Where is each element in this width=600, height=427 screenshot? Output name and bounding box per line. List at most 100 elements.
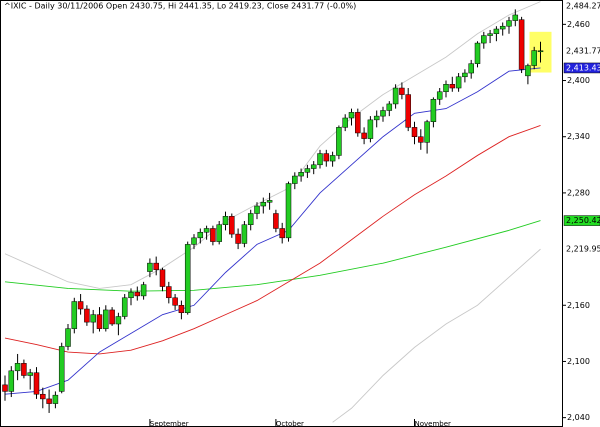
candle-body	[147, 262, 153, 272]
candle-body	[235, 233, 241, 244]
candle-body	[247, 213, 254, 225]
candle-body	[33, 372, 40, 395]
x-tick-label: November	[415, 420, 452, 427]
candle-body	[222, 216, 229, 225]
candle-body	[203, 228, 210, 233]
candle-body	[424, 121, 430, 143]
candle-body	[310, 164, 317, 169]
candle-body	[367, 119, 374, 139]
candle-body	[436, 91, 443, 100]
candle-body	[46, 398, 52, 404]
candle-body	[525, 65, 531, 77]
candle-body	[481, 35, 487, 44]
indicator-line	[4, 125, 541, 355]
candle-body	[323, 153, 330, 162]
candle-body	[443, 84, 449, 93]
indicator-line	[4, 220, 541, 292]
candle-body	[380, 110, 386, 117]
chart-title: ^IXIC - Daily 30/11/2006 Open 2430.75, H…	[4, 2, 356, 11]
indicator-line	[4, 67, 541, 395]
y-tick-label: 2,280	[567, 188, 590, 197]
candle-body	[8, 370, 15, 392]
candle-body	[115, 316, 122, 325]
candle-body	[468, 63, 474, 74]
candle-body	[279, 228, 285, 239]
x-tick-label: September	[150, 420, 189, 427]
candle-body	[96, 314, 103, 329]
candle-body	[178, 305, 185, 314]
candle-body	[84, 308, 90, 323]
candle-body	[474, 42, 481, 64]
candle-body	[292, 175, 298, 184]
candle-body	[40, 393, 46, 400]
candle-body	[159, 269, 166, 287]
candle-body	[512, 14, 519, 21]
end-label: 2,431.77	[566, 46, 600, 55]
candle-body	[285, 183, 292, 239]
end-label-box	[564, 244, 600, 255]
candle-body	[266, 200, 273, 203]
end-label: 2,250.42	[566, 216, 600, 225]
candle-body	[191, 237, 197, 245]
candle-body	[241, 224, 248, 244]
candle-body	[65, 328, 71, 347]
candle-body	[537, 50, 544, 53]
candle-body	[361, 132, 367, 139]
x-tick-label: October	[276, 420, 304, 427]
candle-body	[355, 112, 361, 134]
candle-body	[329, 155, 336, 162]
candle-body	[2, 384, 8, 392]
candle-body	[216, 224, 222, 242]
candle-body	[386, 103, 393, 111]
candle-body	[184, 244, 191, 314]
candle-body	[166, 286, 172, 299]
candle-body	[140, 284, 147, 297]
candle-body	[499, 25, 506, 30]
candle-body	[58, 346, 65, 392]
candle-body	[172, 297, 178, 306]
candle-body	[71, 301, 78, 329]
candle-body	[121, 297, 128, 317]
candle-body	[342, 117, 348, 128]
y-tick-label: 2,040	[567, 413, 590, 422]
candle-body	[103, 309, 109, 329]
candle-body	[254, 205, 260, 214]
end-label: 2,413.43	[566, 63, 600, 72]
candle-body	[197, 231, 204, 239]
candle-body	[506, 20, 512, 27]
y-tick-label: 2,100	[567, 357, 590, 366]
candle-body	[260, 202, 267, 207]
end-label-box	[563, 62, 600, 74]
candle-body	[90, 314, 96, 323]
candle-body	[298, 172, 304, 177]
candle-body	[77, 301, 84, 310]
candle-body	[348, 112, 355, 119]
candle-body	[304, 168, 311, 173]
candle-body	[210, 228, 216, 242]
candle-body	[153, 262, 159, 270]
candle-body	[317, 153, 323, 166]
candle-body	[392, 87, 399, 105]
candle-body	[405, 94, 411, 128]
candle-body	[27, 372, 33, 376]
candle-body	[128, 291, 134, 299]
candle-body	[229, 216, 235, 235]
end-label: 2,484.27	[566, 2, 600, 11]
candle-body	[418, 136, 424, 143]
candle-body	[21, 363, 27, 376]
indicator-line	[4, 1, 541, 289]
candle-body	[531, 50, 537, 66]
end-label-box	[564, 1, 600, 11]
end-label-box	[563, 215, 600, 226]
y-tick-label: 2,460	[567, 20, 590, 29]
candle-body	[14, 363, 21, 372]
candle-body	[493, 28, 500, 34]
candle-body	[134, 291, 141, 297]
candle-body	[336, 127, 342, 156]
candle-body	[518, 19, 525, 70]
candle-body	[399, 87, 405, 95]
indicator-line	[332, 248, 541, 423]
candle-body	[273, 213, 279, 229]
end-label-box	[564, 45, 600, 56]
